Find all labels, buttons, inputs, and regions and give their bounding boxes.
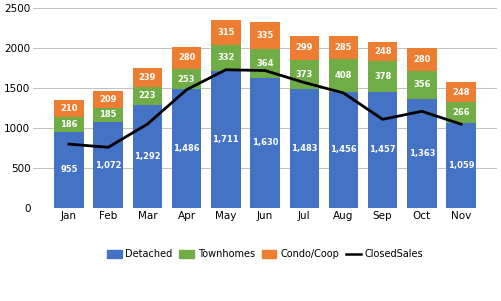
- Text: 1,292: 1,292: [134, 152, 161, 161]
- Text: 1,483: 1,483: [291, 144, 318, 153]
- Text: 1,630: 1,630: [252, 138, 278, 147]
- Text: 1,457: 1,457: [369, 145, 396, 154]
- Bar: [446, 102, 476, 123]
- Bar: [407, 71, 436, 99]
- Bar: [250, 49, 280, 78]
- Text: 378: 378: [374, 72, 391, 81]
- Text: 1,711: 1,711: [212, 135, 239, 144]
- Bar: [133, 68, 162, 87]
- Bar: [250, 78, 280, 208]
- Bar: [94, 123, 123, 208]
- Text: 248: 248: [452, 88, 470, 97]
- Bar: [368, 42, 397, 61]
- Bar: [172, 69, 201, 89]
- Text: 285: 285: [335, 43, 352, 52]
- Text: 1,363: 1,363: [409, 149, 435, 158]
- Text: 253: 253: [178, 75, 195, 84]
- Bar: [329, 92, 358, 208]
- Bar: [290, 60, 319, 89]
- Text: 332: 332: [217, 54, 234, 63]
- Text: 373: 373: [296, 70, 313, 79]
- Text: 1,059: 1,059: [448, 161, 474, 170]
- Text: 335: 335: [257, 31, 274, 40]
- Bar: [211, 71, 240, 208]
- Bar: [54, 100, 84, 117]
- Bar: [290, 89, 319, 208]
- Text: 955: 955: [60, 165, 78, 174]
- Bar: [172, 47, 201, 69]
- Bar: [172, 89, 201, 208]
- Bar: [54, 117, 84, 132]
- Bar: [290, 36, 319, 60]
- Text: 280: 280: [178, 53, 195, 62]
- Text: 280: 280: [413, 55, 430, 64]
- Bar: [407, 48, 436, 71]
- Text: 299: 299: [296, 43, 313, 52]
- Text: 266: 266: [452, 108, 470, 117]
- Bar: [94, 107, 123, 123]
- Bar: [368, 61, 397, 92]
- Text: 248: 248: [374, 47, 391, 56]
- Bar: [211, 45, 240, 71]
- Text: 186: 186: [60, 120, 78, 129]
- Bar: [133, 105, 162, 208]
- Bar: [94, 91, 123, 107]
- Text: 1,072: 1,072: [95, 161, 121, 170]
- Bar: [54, 132, 84, 208]
- Bar: [368, 92, 397, 208]
- Bar: [407, 99, 436, 208]
- Text: 364: 364: [257, 59, 274, 68]
- Legend: Detached, Townhomes, Condo/Coop, ClosedSales: Detached, Townhomes, Condo/Coop, ClosedS…: [103, 245, 427, 263]
- Text: 210: 210: [60, 104, 78, 113]
- Text: 408: 408: [335, 71, 352, 80]
- Bar: [133, 87, 162, 105]
- Bar: [446, 123, 476, 208]
- Text: 356: 356: [413, 80, 430, 89]
- Bar: [329, 36, 358, 59]
- Text: 1,486: 1,486: [173, 144, 200, 153]
- Bar: [446, 82, 476, 102]
- Text: 209: 209: [100, 95, 117, 104]
- Bar: [250, 22, 280, 49]
- Text: 223: 223: [139, 91, 156, 100]
- Text: 239: 239: [139, 73, 156, 82]
- Bar: [329, 59, 358, 92]
- Text: 1,456: 1,456: [330, 145, 357, 154]
- Bar: [211, 20, 240, 45]
- Text: 185: 185: [99, 110, 117, 119]
- Text: 315: 315: [217, 28, 234, 37]
